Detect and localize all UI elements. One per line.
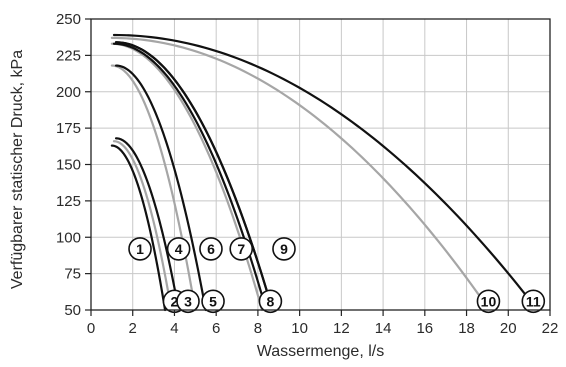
callout-1: 1 bbox=[128, 237, 152, 261]
callout-label: 5 bbox=[209, 293, 217, 309]
callout-4: 4 bbox=[166, 237, 191, 261]
x-tick-label: 14 bbox=[375, 320, 392, 337]
y-tick-label: 150 bbox=[56, 157, 81, 174]
series-line-3 bbox=[114, 137, 180, 312]
y-tick-label: 225 bbox=[56, 47, 81, 64]
series-line-9 bbox=[114, 41, 274, 312]
callout-label: 2 bbox=[171, 293, 179, 309]
x-tick-label: 4 bbox=[170, 320, 178, 337]
callout-9: 9 bbox=[272, 237, 296, 261]
callout-label: 1 bbox=[136, 241, 144, 257]
axes-layer: 0 2 4 6 8 10 12 14 16 18 20 22507510012515017520022… bbox=[56, 11, 558, 337]
y-tick-label: 125 bbox=[56, 193, 81, 210]
x-tick-label: 20 bbox=[500, 320, 517, 337]
y-tick-label: 175 bbox=[56, 120, 81, 137]
callout-label: 4 bbox=[175, 241, 183, 257]
callout-label: 9 bbox=[280, 241, 288, 257]
callout-circle bbox=[521, 289, 546, 314]
callout-circle bbox=[258, 289, 283, 314]
x-tick-label: 10 bbox=[291, 320, 308, 337]
x-tick-label: 12 bbox=[333, 320, 350, 337]
callout-label: 8 bbox=[267, 293, 275, 309]
x-tick-label: 22 bbox=[542, 320, 559, 337]
series-line-11 bbox=[112, 33, 539, 312]
series-line-1 bbox=[110, 144, 167, 312]
x-tick-label: 0 bbox=[87, 320, 95, 337]
x-tick-label: 6 bbox=[212, 320, 220, 337]
x-tick-label: 16 bbox=[416, 320, 433, 337]
series-line-5 bbox=[114, 64, 207, 312]
callout-label: 11 bbox=[526, 293, 541, 309]
callout-circle bbox=[229, 237, 254, 261]
x-axis-title: Wassermenge, l/s bbox=[257, 343, 384, 360]
series-layer bbox=[110, 33, 539, 312]
callout-11: 11 bbox=[521, 289, 546, 314]
callout-circle bbox=[476, 289, 501, 314]
x-tick-label: 2 bbox=[129, 320, 137, 337]
series-line-4 bbox=[110, 64, 197, 312]
callout-7: 7 bbox=[229, 237, 254, 261]
callout-6: 6 bbox=[199, 237, 223, 261]
callout-label: 6 bbox=[207, 241, 215, 257]
callout-circle bbox=[166, 237, 191, 261]
y-tick-label: 250 bbox=[56, 11, 81, 28]
y-tick-label: 200 bbox=[56, 84, 81, 101]
grid-layer bbox=[91, 19, 550, 310]
callout-label: 3 bbox=[184, 293, 192, 309]
callout-circle bbox=[272, 237, 296, 261]
callout-circle bbox=[176, 289, 200, 314]
series-line-2 bbox=[112, 140, 173, 312]
series-line-6 bbox=[110, 42, 264, 312]
y-tick-label: 50 bbox=[64, 302, 81, 319]
y-axis-title: Verfügbarer statischer Druck, kPa bbox=[9, 50, 26, 289]
y-tick-label: 100 bbox=[56, 229, 81, 246]
x-tick-label: 8 bbox=[254, 320, 262, 337]
callout-5: 5 bbox=[201, 289, 225, 314]
callout-circle bbox=[201, 289, 225, 314]
callout-label: 7 bbox=[237, 241, 245, 257]
callout-10: 10 bbox=[476, 289, 501, 314]
callout-circle bbox=[128, 237, 152, 261]
x-tick-label: 18 bbox=[458, 320, 475, 337]
callout-label: 10 bbox=[481, 293, 497, 309]
series-line-10 bbox=[110, 36, 491, 312]
y-tick-label: 75 bbox=[64, 266, 81, 283]
callout-circle bbox=[199, 237, 223, 261]
callout-3: 3 bbox=[176, 289, 200, 314]
callout-8: 8 bbox=[258, 289, 283, 314]
series-line-7 bbox=[112, 42, 268, 312]
